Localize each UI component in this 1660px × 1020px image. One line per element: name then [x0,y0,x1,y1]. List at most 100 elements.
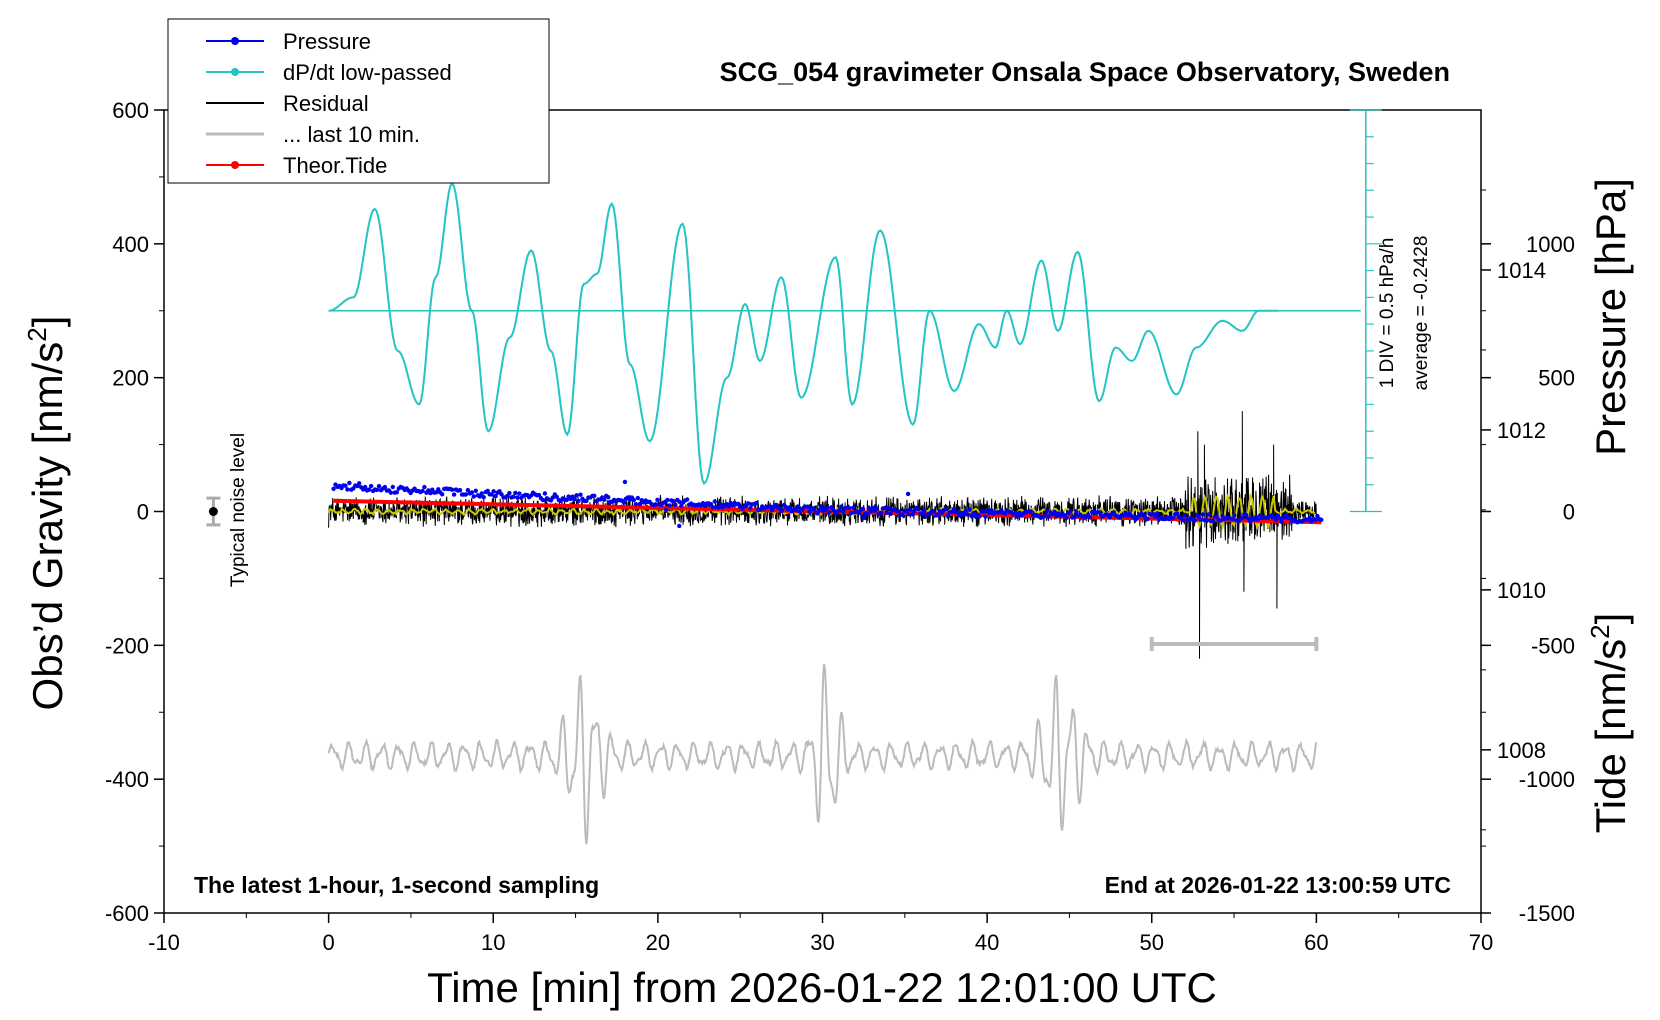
pressure-point [347,480,352,486]
pressure-point [671,498,676,504]
pressure-point [1174,511,1180,516]
pressure-point [712,499,717,504]
pressure-point [983,514,988,519]
x-tick-label-10: 10 [481,930,505,955]
pressure-point [1044,509,1049,514]
pressure-point [574,493,579,498]
y-tide-axis-ticks: 1000 500 0 -500 -1000 -1500 [1481,232,1575,926]
end-time-note: End at 2026-01-22 13:00:59 UTC [1105,872,1451,898]
x-tick-label-40: 40 [975,930,999,955]
pressure-point [428,490,433,496]
pressure-point [1214,514,1219,519]
pressure-point [631,497,636,503]
pressure-point [767,504,773,509]
y-tide-tick-label--1500: -1500 [1519,901,1575,926]
pressure-point [882,506,887,511]
pressure-point [554,494,559,499]
pressure-point [368,483,374,489]
legend-label-1: dP/dt low-passed [283,60,452,85]
pressure-point [1287,515,1292,521]
y-left-axis-title-sup: 2 [22,327,52,341]
pressure-point [449,487,455,492]
pressure-point [969,514,974,519]
pressure-point [874,506,879,511]
pressure-point [602,497,607,502]
pressure-point [1210,518,1215,524]
pressure-point-outlier [663,507,669,513]
pressure-point [621,500,627,505]
pressure-point [390,484,395,490]
legend-label-2: Residual [283,91,369,116]
pressure-point [943,506,949,512]
pressure-point [363,484,368,490]
pressure-point [655,497,660,502]
y-left-axis-title-end: ] [24,316,71,328]
pressure-point [754,500,759,506]
pressure-point [1218,518,1223,523]
pressure-point [848,510,854,516]
y-tide-tick-label--500: -500 [1531,633,1575,658]
average-label: average = -0.2428 [1411,236,1432,391]
pressure-point [465,488,471,493]
pressure-point [511,494,516,499]
pressure-point [793,507,798,513]
pressure-point [667,503,672,508]
pressure-point [1204,518,1209,523]
y-tide-tick-label--1000: -1000 [1519,767,1575,792]
pressure-point [1068,509,1073,514]
pressure-point [1028,509,1034,514]
x-tick-label-60: 60 [1304,930,1328,955]
noise-level-bar [206,496,221,527]
pressure-point [815,511,820,516]
pressure-point [491,489,496,494]
pressure-point-outlier [622,479,628,485]
pressure-point [1200,512,1206,517]
chart-title: SCG_054 gravimeter Onsala Space Observat… [720,57,1450,87]
x-axis-title: Time [min] from 2026-01-22 12:01:00 UTC [427,964,1217,1011]
pressure-point [481,495,486,500]
pressure-point [1244,513,1249,518]
pressure-point [912,509,917,514]
x-tick-label-20: 20 [646,930,670,955]
pressure-point [971,510,976,516]
pressure-point [837,508,842,513]
y-left-axis-ticks: 600 400 200 0 -200 -400 -600 [105,98,164,926]
div-label: 1 DIV = 0.5 hPa/h [1377,238,1398,389]
pressure-point [665,497,670,503]
pressure-point [366,487,372,492]
pressure-point [900,512,905,517]
pressure-point [513,490,518,496]
pressure-point [1277,516,1283,521]
pressure-point [878,510,883,516]
legend-label-0: Pressure [283,29,371,54]
y-tide-axis-title-main: Tide [nm/s [1587,639,1634,834]
pressure-point [1003,511,1008,516]
pressure-point [847,505,852,511]
pressure-point [1248,519,1253,524]
pressure-point [904,508,909,513]
pressure-point [963,509,968,514]
pressure-point [825,505,830,511]
y-left-axis-title: Obs’d Gravity [nm/s2] [22,316,71,711]
x-tick-label-70: 70 [1469,930,1493,955]
y-pressure-tick-label-1010: 1010 [1497,578,1546,603]
pressure-point [493,493,498,499]
pressure-point [967,507,972,512]
pressure-point [677,499,682,504]
legend-marker-1 [231,68,239,76]
pressure-point [633,502,638,507]
pressure-point [685,497,690,502]
pressure-point [420,488,425,494]
pressure-point [961,512,966,517]
pressure-point [440,492,445,497]
pressure-point [884,510,889,515]
x-axis-ticks: -10 0 10 20 30 40 50 60 70 [148,913,1493,955]
pressure-point [515,495,520,500]
y-left-tick-label-0: 0 [137,500,149,525]
y-left-tick-label-400: 400 [112,232,149,257]
pressure-point [805,504,810,510]
pressure-point [479,491,484,496]
pressure-point [1279,519,1285,525]
pressure-point [679,503,684,509]
y-pressure-tick-label-1014: 1014 [1497,258,1546,283]
